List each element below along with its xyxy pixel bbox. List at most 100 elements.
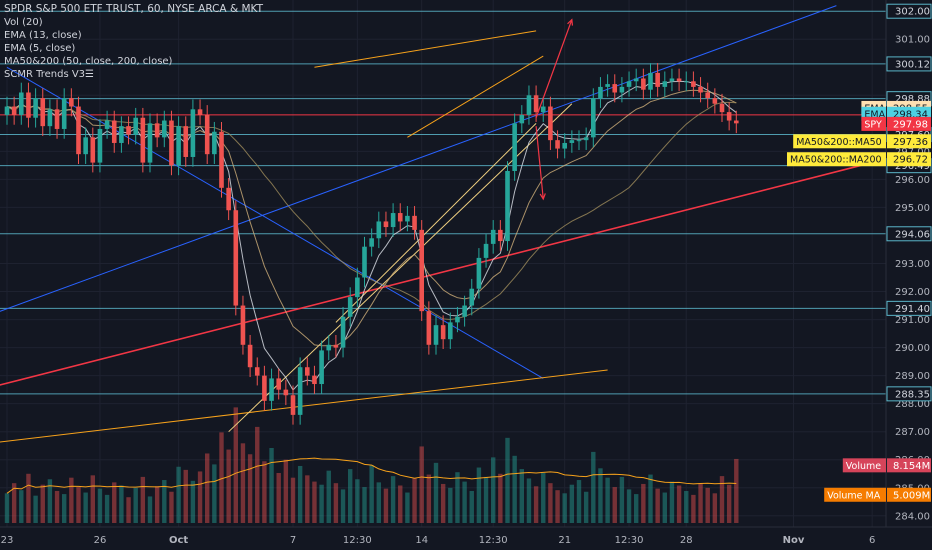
candle: [297, 357, 303, 425]
level-label-box: [886, 386, 932, 402]
candle-body: [283, 389, 289, 396]
candle-body: [505, 170, 510, 242]
volume-bar: [319, 484, 324, 523]
candle: [490, 220, 496, 254]
candle-body: [490, 229, 496, 244]
level-label: 288.35: [895, 389, 930, 400]
candle-body: [233, 210, 239, 306]
volume-bar: [97, 488, 103, 523]
x-tick-label: 12:30: [615, 535, 644, 546]
candle-body: [204, 114, 210, 155]
badge-value: 296.72: [893, 155, 928, 166]
candle: [383, 211, 389, 237]
candle: [519, 105, 525, 134]
candle: [233, 200, 239, 316]
legend-title: SPDR S&P 500 ETF TRUST, 60, NYSE ARCA & …: [4, 3, 264, 15]
badge-name-box: [861, 116, 886, 131]
x-tick-label: 6: [869, 535, 875, 546]
candle: [455, 306, 460, 333]
volume-bar: [605, 477, 610, 523]
candle: [498, 220, 503, 251]
candle: [633, 68, 639, 92]
candle: [262, 365, 267, 411]
volume-bar: [648, 474, 653, 523]
volume-bar: [219, 432, 224, 523]
candle: [405, 206, 410, 232]
candle: [319, 340, 324, 394]
volume-bar: [305, 475, 310, 523]
candle-body: [633, 78, 639, 82]
time-axis: 23 26 Oct 7 12:30 14 12:30 21 12:30 28 Nov 6: [0, 526, 932, 550]
volume-bar: [197, 471, 203, 523]
volume-bar: [669, 481, 675, 523]
price-candles: [4, 63, 739, 425]
candle-body: [726, 112, 732, 121]
candle: [576, 130, 582, 150]
candle-body: [126, 126, 131, 135]
candle: [19, 82, 24, 125]
y-tick-label: 291.00: [895, 315, 930, 326]
candle-body: [440, 325, 446, 340]
candle-body: [326, 344, 332, 351]
candle-body: [390, 213, 396, 228]
candle: [4, 96, 10, 125]
candle: [419, 220, 424, 321]
candle: [526, 85, 532, 125]
candle: [126, 116, 131, 145]
trend-line: [0, 5, 837, 312]
candle: [562, 133, 567, 159]
volume-bar: [548, 483, 553, 523]
candle: [598, 77, 603, 108]
candle: [11, 96, 17, 125]
candle: [69, 88, 74, 117]
candle-body: [498, 229, 503, 242]
candle-body: [297, 367, 303, 415]
candle: [619, 77, 625, 103]
candle: [40, 88, 46, 136]
trend-line: [335, 122, 537, 323]
volume-bar: [626, 489, 632, 523]
candle: [591, 88, 596, 148]
forecast-arrow: [535, 126, 544, 200]
volume-bar: [162, 480, 167, 523]
trend-line: [6, 66, 544, 379]
candle: [612, 74, 618, 103]
candle-body: [540, 106, 546, 113]
candle-body: [455, 316, 460, 323]
volume-bar: [233, 407, 238, 523]
volume-bar: [448, 487, 453, 523]
y-tick-label: 292.00: [895, 287, 930, 298]
volume-bar: [684, 490, 689, 523]
candle-body: [369, 238, 374, 247]
candle-body: [40, 98, 46, 127]
candle-body: [712, 98, 718, 104]
candle: [476, 248, 482, 299]
x-tick-label: 14: [415, 535, 428, 546]
candle: [662, 71, 668, 97]
candle: [347, 287, 353, 327]
candle: [190, 99, 196, 167]
y-tick-label: 284.00: [895, 511, 930, 522]
volume-bar: [462, 481, 467, 523]
legend-ema5: EMA (5, close): [4, 43, 76, 54]
volume-bar: [576, 480, 582, 523]
volume-bar: [62, 494, 67, 523]
candle-body: [11, 106, 17, 115]
y-tick-label: 289.00: [895, 371, 930, 382]
volume-bar: [369, 465, 374, 523]
candle-body: [562, 142, 567, 149]
candle: [605, 74, 610, 97]
candle-body: [462, 305, 467, 317]
candle-body: [154, 123, 160, 138]
candle: [397, 203, 403, 232]
candle: [440, 315, 446, 349]
candle-body: [512, 123, 517, 171]
candle: [204, 105, 210, 164]
candle-body: [290, 395, 296, 415]
volume-bar: [483, 476, 489, 523]
volume-bar: [469, 490, 474, 523]
volume-bar: [340, 489, 346, 523]
volume-bar: [491, 457, 496, 523]
volume-bar: [712, 493, 718, 523]
